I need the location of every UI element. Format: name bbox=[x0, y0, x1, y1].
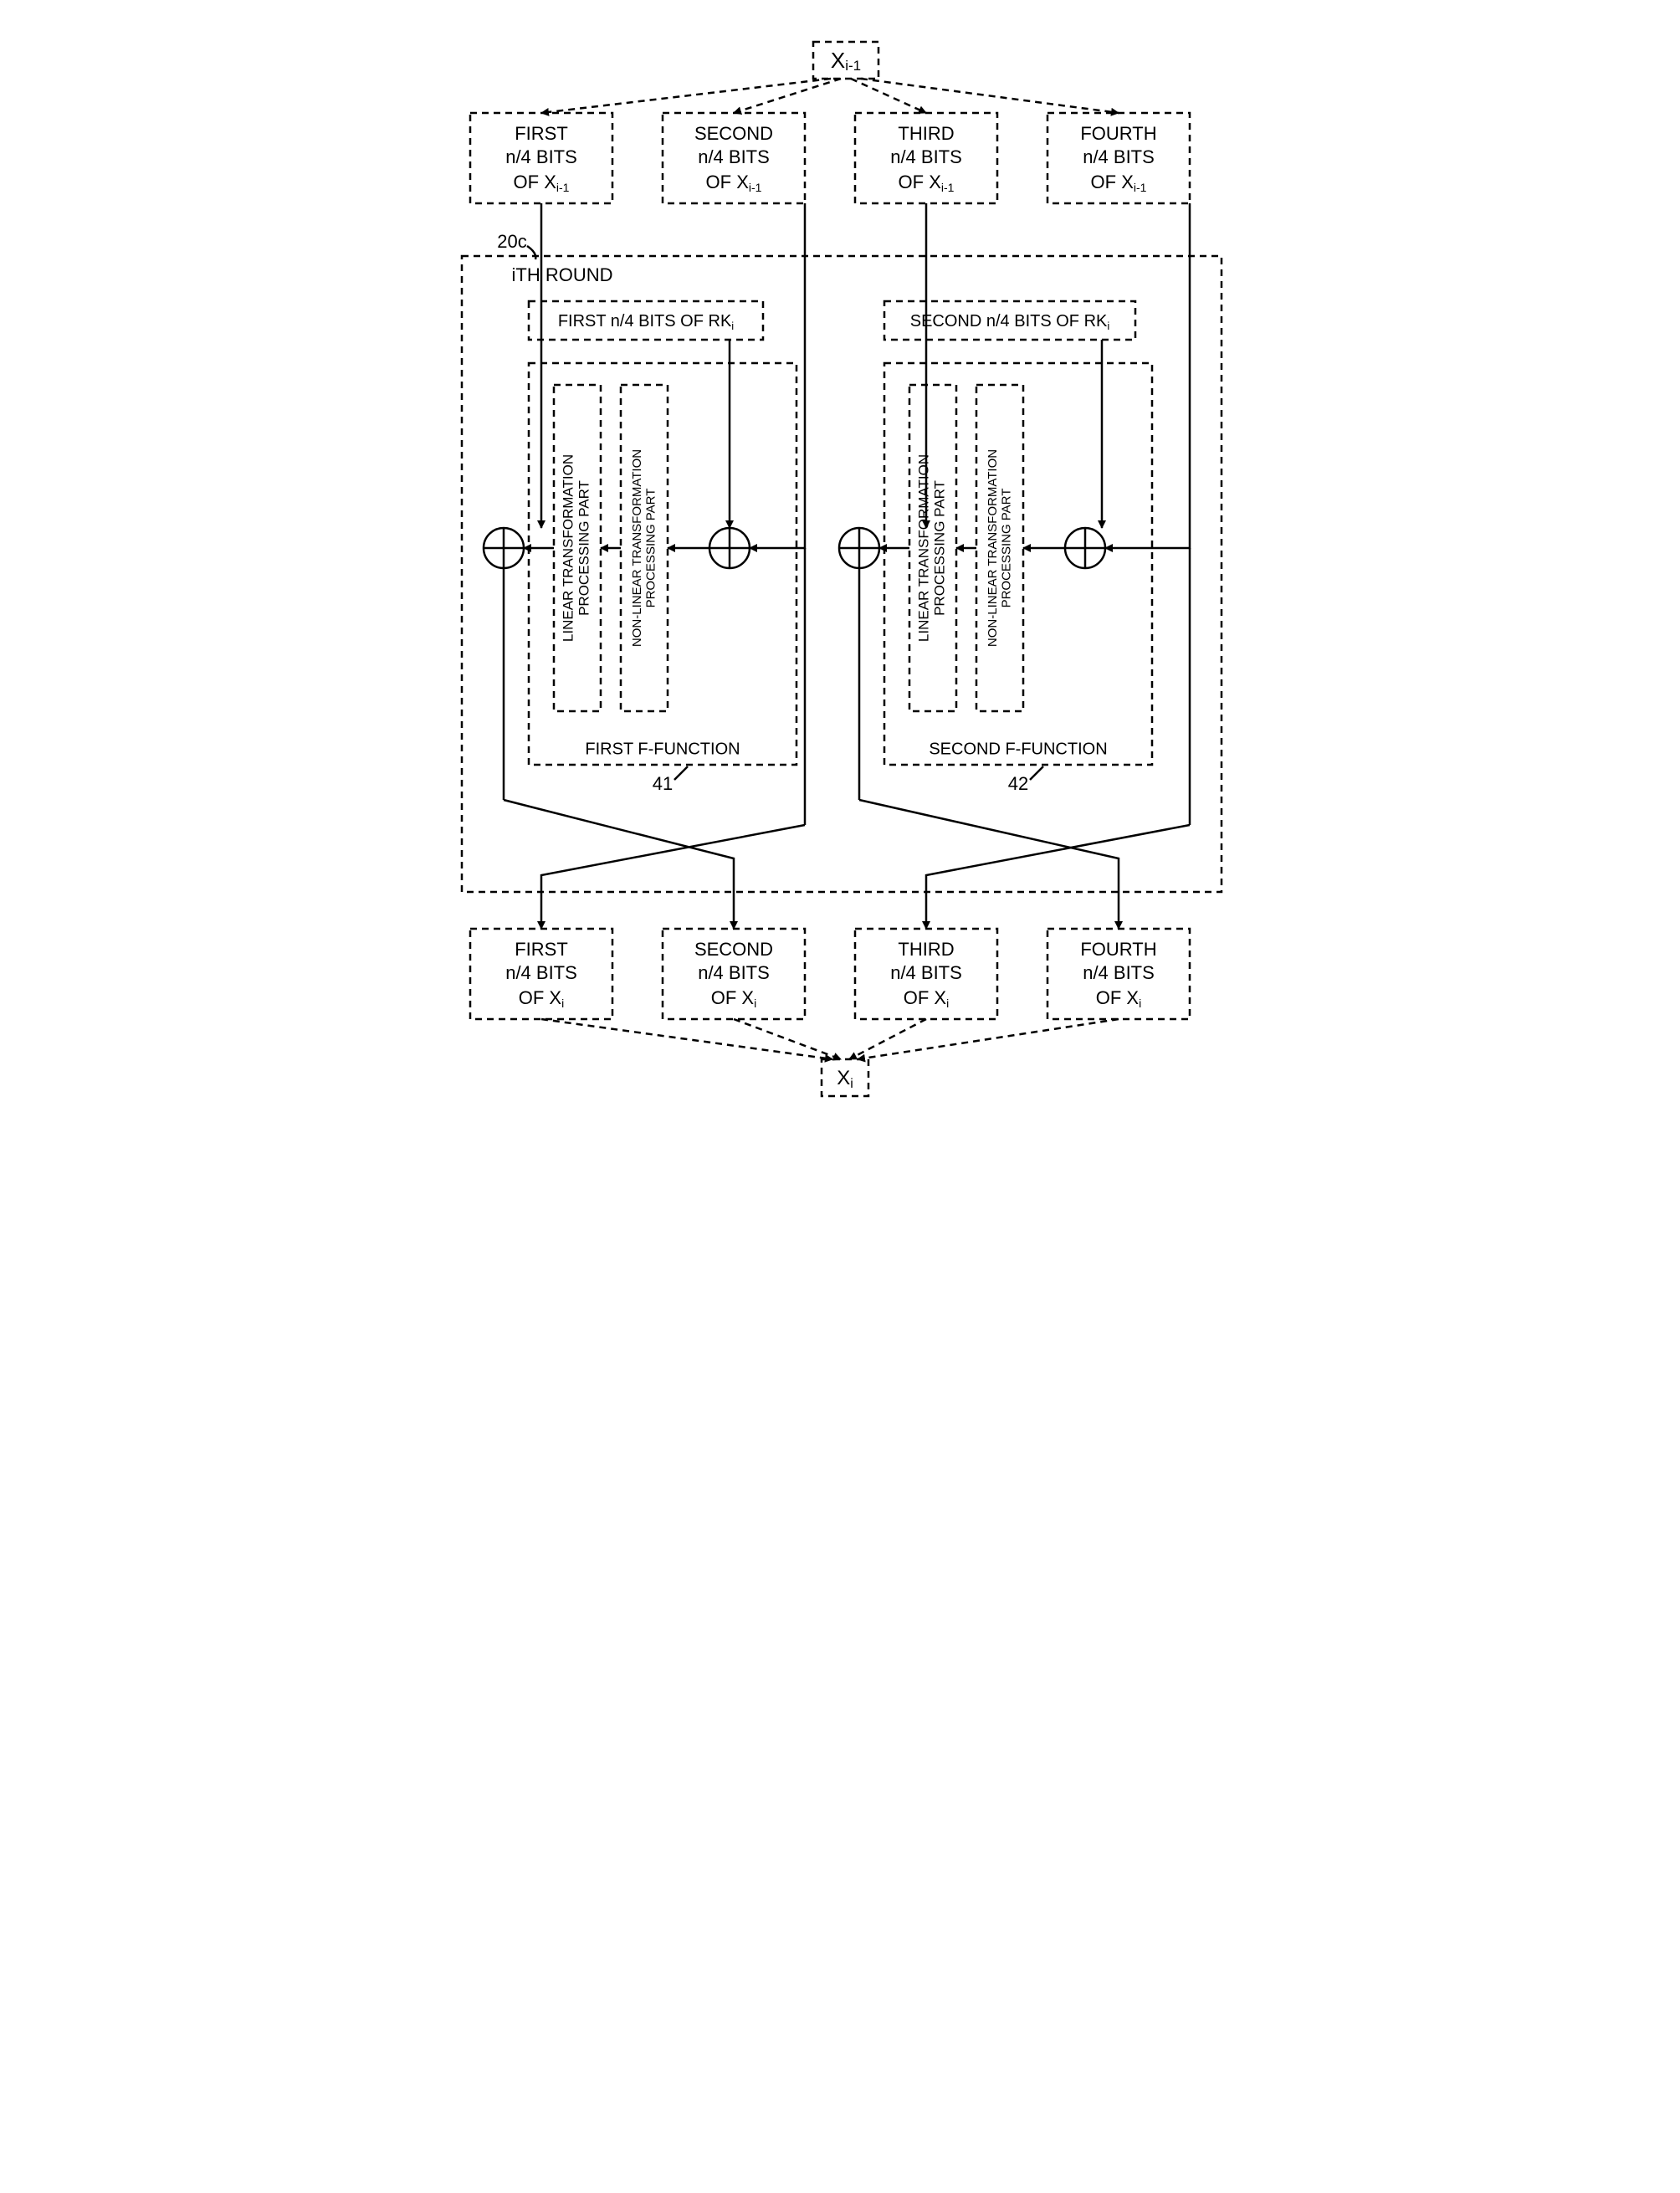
svg-text:LINEAR TRANSFORMATIONPROCESSIN: LINEAR TRANSFORMATIONPROCESSING PART bbox=[916, 454, 948, 642]
bsplit-line2: n/4 BITS bbox=[698, 962, 770, 983]
input-split-arrow bbox=[861, 79, 1119, 113]
f-function-ref-leader bbox=[1030, 766, 1043, 780]
output-label: Xi bbox=[837, 1067, 853, 1091]
split-line1: SECOND bbox=[694, 123, 773, 144]
svg-text:NON-LINEAR TRANSFORMATIONPROCE: NON-LINEAR TRANSFORMATIONPROCESSING PART bbox=[986, 449, 1014, 647]
round-title: iTH ROUND bbox=[512, 264, 613, 285]
f-function-ref: 42 bbox=[1008, 773, 1028, 794]
split-line1: THIRD bbox=[898, 123, 954, 144]
rk-label: FIRST n/4 BITS OF RKi bbox=[558, 312, 734, 332]
f-function-label: FIRST F-FUNCTION bbox=[585, 740, 740, 758]
bsplit-line1: THIRD bbox=[898, 939, 954, 960]
xo0-to-b2 bbox=[504, 800, 734, 929]
f-function-label: SECOND F-FUNCTION bbox=[929, 740, 1107, 758]
split-line2: n/4 BITS bbox=[1083, 146, 1155, 167]
nonlinear-transform-label: NON-LINEAR TRANSFORMATIONPROCESSING PART bbox=[630, 449, 658, 647]
svg-text:LINEAR TRANSFORMATIONPROCESSIN: LINEAR TRANSFORMATIONPROCESSING PART bbox=[561, 454, 592, 642]
split-line3: OF Xi-1 bbox=[514, 172, 570, 194]
linear-transform-label: LINEAR TRANSFORMATIONPROCESSING PART bbox=[561, 454, 592, 642]
bsplit-line3: OF Xi bbox=[711, 987, 756, 1010]
rk-label: SECOND n/4 BITS OF RKi bbox=[910, 312, 1110, 332]
l2-to-b1 bbox=[541, 825, 805, 929]
input-split-arrow bbox=[851, 79, 926, 113]
bsplit-line2: n/4 BITS bbox=[890, 962, 962, 983]
svg-text:NON-LINEAR TRANSFORMATIONPROCE: NON-LINEAR TRANSFORMATIONPROCESSING PART bbox=[630, 449, 658, 647]
split-line2: n/4 BITS bbox=[890, 146, 962, 167]
f-function-ref: 41 bbox=[653, 773, 673, 794]
nonlinear-transform-label: NON-LINEAR TRANSFORMATIONPROCESSING PART bbox=[986, 449, 1014, 647]
bsplit-line3: OF Xi bbox=[519, 987, 564, 1010]
input-split-arrow bbox=[541, 79, 831, 113]
f-function-ref-leader bbox=[674, 766, 688, 780]
split-line3: OF Xi-1 bbox=[899, 172, 955, 194]
merge-arrow bbox=[858, 1019, 1119, 1059]
split-line3: OF Xi-1 bbox=[706, 172, 762, 194]
split-line2: n/4 BITS bbox=[698, 146, 770, 167]
bsplit-line3: OF Xi bbox=[904, 987, 949, 1010]
round-ref: 20c bbox=[497, 231, 526, 252]
split-line3: OF Xi-1 bbox=[1091, 172, 1147, 194]
split-line2: n/4 BITS bbox=[505, 146, 577, 167]
bsplit-line3: OF Xi bbox=[1096, 987, 1141, 1010]
round-ref-leader bbox=[527, 246, 535, 259]
split-line1: FIRST bbox=[515, 123, 568, 144]
bsplit-line2: n/4 BITS bbox=[505, 962, 577, 983]
merge-arrow bbox=[849, 1019, 926, 1059]
l4-to-b3 bbox=[926, 825, 1190, 929]
xo1-to-b4 bbox=[859, 800, 1119, 929]
diagram-canvas: Xi-1FIRSTn/4 BITSOF Xi-1SECONDn/4 BITSOF… bbox=[420, 17, 1260, 1113]
split-line1: FOURTH bbox=[1080, 123, 1156, 144]
input-label: Xi-1 bbox=[831, 48, 861, 74]
bsplit-line1: FOURTH bbox=[1080, 939, 1156, 960]
linear-transform-label: LINEAR TRANSFORMATIONPROCESSING PART bbox=[916, 454, 948, 642]
bsplit-line1: FIRST bbox=[515, 939, 568, 960]
bsplit-line1: SECOND bbox=[694, 939, 773, 960]
bsplit-line2: n/4 BITS bbox=[1083, 962, 1155, 983]
input-split-arrow bbox=[734, 79, 841, 113]
